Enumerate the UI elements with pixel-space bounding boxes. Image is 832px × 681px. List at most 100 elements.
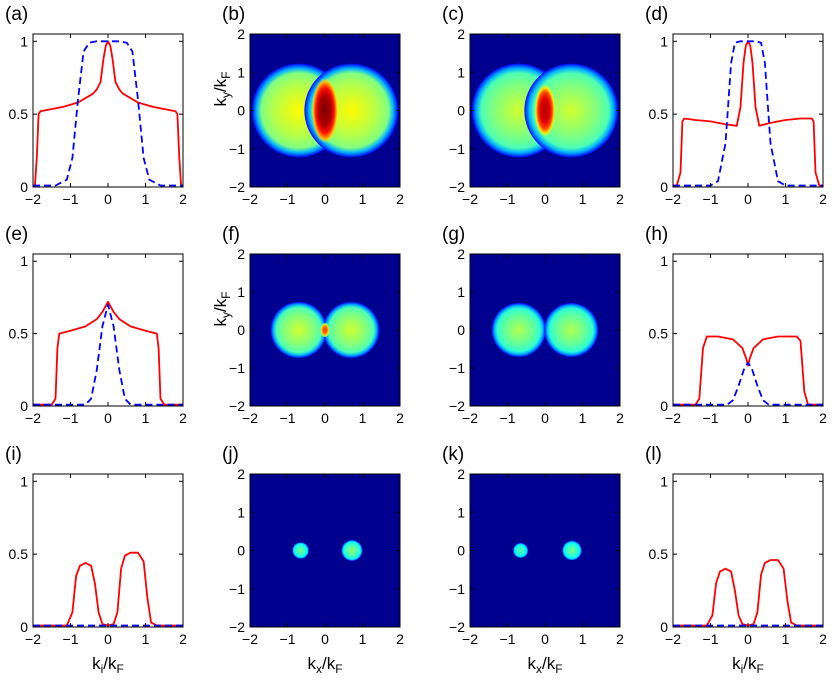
heatmap-c <box>470 34 620 187</box>
panel-label: (j) <box>222 444 239 465</box>
y-tick-label: 0 <box>237 322 245 338</box>
dashed-curve <box>33 303 183 406</box>
x-tick-label: 2 <box>179 631 187 647</box>
x-tick-label: −2 <box>462 410 478 426</box>
x-tick-label: −1 <box>703 631 719 647</box>
y-tick-label: 0 <box>237 543 245 559</box>
y-tick-label: 0.5 <box>9 106 29 122</box>
x-tick-label: 0 <box>104 631 112 647</box>
x-tick-label: −2 <box>462 191 478 207</box>
plot-area-d <box>673 40 823 187</box>
dashed-curve <box>673 361 823 406</box>
x-tick-label: −1 <box>280 631 296 647</box>
x-tick-label: 1 <box>142 191 150 207</box>
x-tick-label: −1 <box>280 410 296 426</box>
x-tick-label: −1 <box>500 191 516 207</box>
x-tick-label: 2 <box>396 631 404 647</box>
heatmap-j <box>250 474 400 627</box>
y-tick-label: 1 <box>660 253 668 269</box>
plot-area-a <box>33 40 183 187</box>
panel-d: −2 −1 0 1 2 0 0.5 1 (d) <box>645 4 827 207</box>
x-tick-label: 0 <box>744 410 752 426</box>
panel-label: (k) <box>442 444 464 465</box>
x-tick-label: 0 <box>321 410 329 426</box>
solid-curve <box>673 40 823 187</box>
x-axis-label: ki/kF <box>92 654 124 676</box>
panel-label: (i) <box>5 444 22 465</box>
panel-a: −2 −1 0 1 2 0 0.5 1 (a) <box>5 4 187 207</box>
x-tick-label: 2 <box>819 191 827 207</box>
panel-label: (l) <box>645 444 662 465</box>
x-tick-label: 0 <box>104 191 112 207</box>
x-tick-label: −1 <box>280 191 296 207</box>
axes-frame <box>32 473 184 628</box>
y-tick-label: 1 <box>660 33 668 49</box>
central-peak <box>320 322 330 338</box>
x-tick-label: 0 <box>541 410 549 426</box>
density-lobe-left <box>513 543 529 558</box>
x-tick-label: 1 <box>782 191 790 207</box>
x-tick-label: 2 <box>616 191 624 207</box>
x-axis-label: kx/kF <box>307 654 342 676</box>
y-tick-label: 1 <box>457 504 465 520</box>
y-tick-label: 2 <box>457 26 465 42</box>
y-tick-label: −2 <box>449 619 465 635</box>
heatmap-b <box>250 34 400 187</box>
panel-label: (e) <box>5 224 28 245</box>
x-tick-label: −1 <box>63 191 79 207</box>
density-lobe-left <box>292 542 309 559</box>
axes-frame <box>672 473 824 628</box>
y-tick-label: 2 <box>237 466 245 482</box>
panel-label: (d) <box>645 4 668 25</box>
plot-area-i <box>33 551 183 627</box>
y-axis-label: ky/kF <box>211 71 233 106</box>
y-tick-label: −1 <box>229 141 245 157</box>
y-tick-label: 2 <box>237 26 245 42</box>
y-tick-label: 0 <box>457 543 465 559</box>
x-tick-label: 0 <box>541 191 549 207</box>
y-tick-label: 1 <box>457 64 465 80</box>
x-tick-label: 1 <box>142 631 150 647</box>
x-tick-label: −1 <box>500 410 516 426</box>
y-tick-label: −2 <box>449 398 465 414</box>
y-tick-label: 0 <box>660 179 668 195</box>
y-tick-label: −1 <box>449 581 465 597</box>
heatmap-k <box>470 474 620 627</box>
x-tick-label: −2 <box>242 631 258 647</box>
plot-area-h <box>673 335 823 406</box>
x-tick-label: −1 <box>703 191 719 207</box>
solid-curve <box>33 551 183 627</box>
y-tick-label: 2 <box>237 246 245 262</box>
x-tick-label: 2 <box>396 191 404 207</box>
x-tick-label: −1 <box>63 631 79 647</box>
x-tick-label: −2 <box>665 410 681 426</box>
dashed-curve <box>33 40 183 187</box>
y-tick-label: −2 <box>449 179 465 195</box>
y-tick-label: −2 <box>229 619 245 635</box>
y-tick-label: 0 <box>457 322 465 338</box>
density-lobe-right <box>544 303 599 357</box>
density-lobe-left <box>491 303 546 357</box>
x-tick-label: −1 <box>703 410 719 426</box>
x-tick-label: 1 <box>359 410 367 426</box>
heatmap-background <box>470 474 620 627</box>
dashed-curve <box>673 40 823 187</box>
x-tick-label: −2 <box>462 631 478 647</box>
x-tick-label: 2 <box>616 410 624 426</box>
y-tick-label: 1 <box>660 473 668 489</box>
y-tick-label: 0.5 <box>9 326 29 342</box>
y-tick-label: 0.5 <box>9 546 29 562</box>
y-tick-label: 0 <box>20 398 28 414</box>
solid-curve <box>673 559 823 627</box>
y-tick-label: −1 <box>229 581 245 597</box>
y-tick-label: 1 <box>237 284 245 300</box>
y-tick-label: −2 <box>229 398 245 414</box>
x-tick-label: 2 <box>819 410 827 426</box>
panel-label: (b) <box>222 4 245 25</box>
x-tick-label: −2 <box>25 410 41 426</box>
x-tick-label: −1 <box>500 631 516 647</box>
x-tick-label: −2 <box>25 631 41 647</box>
